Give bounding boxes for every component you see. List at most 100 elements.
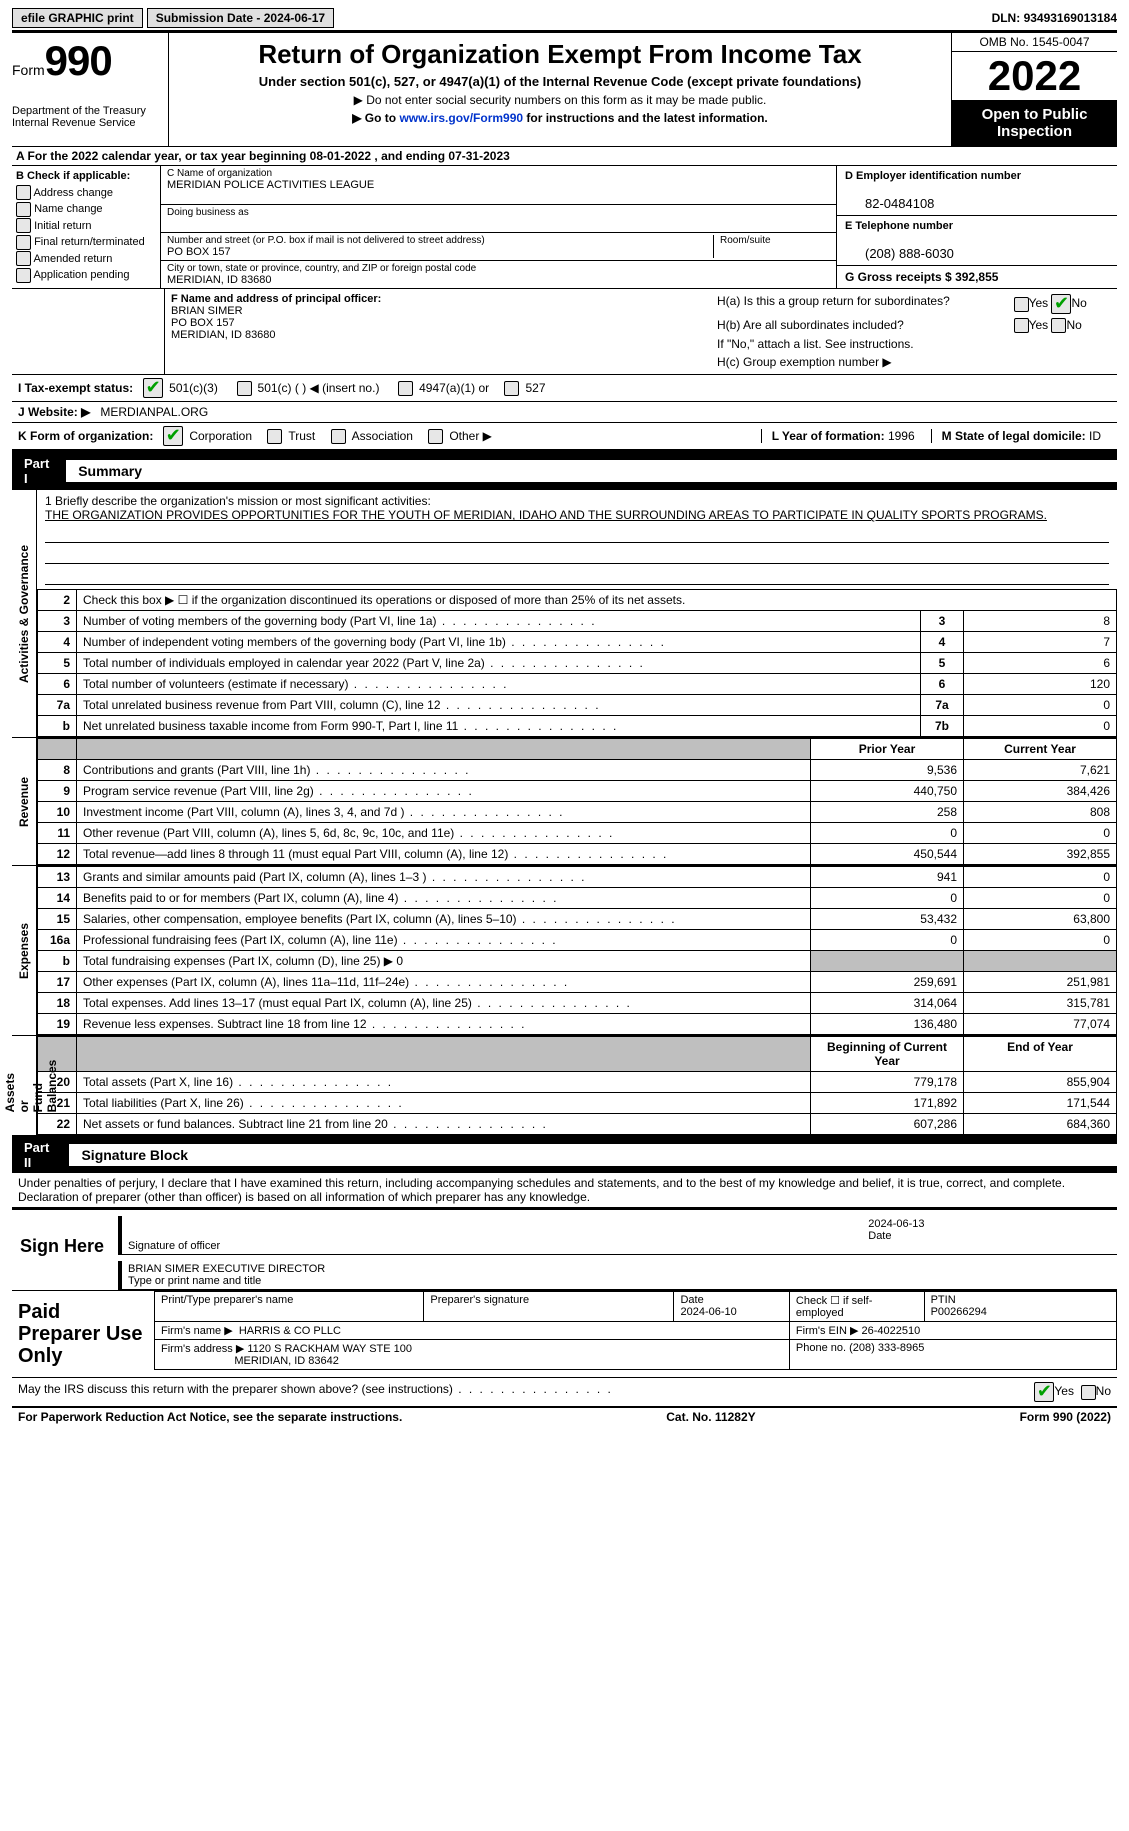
row-a-period: A For the 2022 calendar year, or tax yea… <box>12 146 1117 165</box>
org-name-label: C Name of organization <box>167 168 830 179</box>
line-desc: Net assets or fund balances. Subtract li… <box>77 1114 811 1135</box>
year-formation: L Year of formation: 1996 <box>761 429 925 443</box>
vlabel-na: Net Assets or Fund Balances <box>0 1059 59 1112</box>
org-address: PO BOX 157 <box>167 246 713 258</box>
corp-check[interactable] <box>163 426 183 446</box>
line-desc: Total number of volunteers (estimate if … <box>77 674 921 695</box>
line-desc: Number of independent voting members of … <box>77 632 921 653</box>
current-year-val: 855,904 <box>964 1072 1117 1093</box>
line-desc: Other revenue (Part VIII, column (A), li… <box>77 823 811 844</box>
part1-title: Summary <box>66 460 1117 482</box>
current-year-val: 384,426 <box>964 781 1117 802</box>
line-box: 4 <box>921 632 964 653</box>
line-num: 8 <box>38 760 77 781</box>
current-year-val: 0 <box>964 867 1117 888</box>
line-num: 17 <box>38 972 77 993</box>
hc-label: H(c) Group exemption number ▶ <box>713 354 1109 370</box>
discuss-yes-check[interactable] <box>1034 1382 1054 1402</box>
irs-link[interactable]: www.irs.gov/Form990 <box>399 111 523 125</box>
col-hdr: Prior Year <box>811 739 964 760</box>
line-num: 13 <box>38 867 77 888</box>
line-desc: Total number of individuals employed in … <box>77 653 921 674</box>
org-name: MERIDIAN POLICE ACTIVITIES LEAGUE <box>167 179 830 191</box>
penalty-text: Under penalties of perjury, I declare th… <box>12 1173 1117 1207</box>
current-year-val: 684,360 <box>964 1114 1117 1135</box>
officer-addr2: MERIDIAN, ID 83680 <box>171 329 276 341</box>
line-desc: Program service revenue (Part VIII, line… <box>77 781 811 802</box>
current-year-val: 63,800 <box>964 909 1117 930</box>
prep-ptin: P00266294 <box>931 1306 987 1318</box>
line-desc: Net unrelated business taxable income fr… <box>77 716 921 737</box>
line-box: 3 <box>921 611 964 632</box>
firm-addr1: 1120 S RACKHAM WAY STE 100 <box>247 1343 412 1355</box>
prior-year-val: 941 <box>811 867 964 888</box>
part2-title: Signature Block <box>69 1144 1117 1166</box>
line-val: 120 <box>964 674 1117 695</box>
prior-year-val: 779,178 <box>811 1072 964 1093</box>
website-value: MERDIANPAL.ORG <box>100 405 208 419</box>
footer-right: Form 990 (2022) <box>1020 1410 1111 1424</box>
prior-year-val: 9,536 <box>811 760 964 781</box>
phone-value: (208) 888-6030 <box>845 246 1109 261</box>
city-label: City or town, state or province, country… <box>167 263 830 274</box>
ein-value: 82-0484108 <box>845 196 1109 211</box>
col-b-checkboxes: B Check if applicable: Address change Na… <box>12 166 161 288</box>
sig-officer-label: Signature of officer <box>128 1240 220 1252</box>
current-year-val: 315,781 <box>964 993 1117 1014</box>
line-box: 6 <box>921 674 964 695</box>
ha-no-check[interactable] <box>1051 294 1071 314</box>
line-num: 3 <box>38 611 77 632</box>
current-year-val: 7,621 <box>964 760 1117 781</box>
line-num: 22 <box>38 1114 77 1135</box>
line-desc: Total unrelated business revenue from Pa… <box>77 695 921 716</box>
col-hdr: Beginning of Current Year <box>811 1037 964 1072</box>
line-num: 12 <box>38 844 77 865</box>
line-num: 16a <box>38 930 77 951</box>
line-val: 0 <box>964 695 1117 716</box>
submission-date: Submission Date - 2024-06-17 <box>147 8 334 28</box>
addr-label: Number and street (or P.O. box if mail i… <box>167 235 713 246</box>
501c3-check[interactable] <box>143 378 163 398</box>
line-num: 6 <box>38 674 77 695</box>
current-year-val: 171,544 <box>964 1093 1117 1114</box>
vlabel-rev: Revenue <box>17 777 31 827</box>
line-val: 0 <box>964 716 1117 737</box>
sig-date: 2024-06-13 <box>868 1218 924 1230</box>
prior-year-val: 259,691 <box>811 972 964 993</box>
line-num: 9 <box>38 781 77 802</box>
line-desc: Investment income (Part VIII, column (A)… <box>77 802 811 823</box>
gross-receipts: G Gross receipts $ 392,855 <box>845 270 998 284</box>
line-val: 8 <box>964 611 1117 632</box>
line-num: 11 <box>38 823 77 844</box>
line-num: 4 <box>38 632 77 653</box>
vlabel-exp: Expenses <box>17 923 31 979</box>
firm-addr2: MERIDIAN, ID 83642 <box>234 1355 339 1367</box>
part2-num: Part II <box>12 1137 69 1173</box>
phone-label: E Telephone number <box>845 220 1109 232</box>
line-desc: Total revenue—add lines 8 through 11 (mu… <box>77 844 811 865</box>
ha-label: H(a) Is this a group return for subordin… <box>713 293 1008 315</box>
sig-name: BRIAN SIMER EXECUTIVE DIRECTOR <box>128 1263 325 1275</box>
vlabel-ag: Activities & Governance <box>17 545 31 683</box>
prior-year-val: 450,544 <box>811 844 964 865</box>
current-year-val: 0 <box>964 930 1117 951</box>
prior-year-val: 0 <box>811 930 964 951</box>
efile-button[interactable]: efile GRAPHIC print <box>12 8 143 28</box>
line-desc: Benefits paid to or for members (Part IX… <box>77 888 811 909</box>
line-desc: Other expenses (Part IX, column (A), lin… <box>77 972 811 993</box>
line-num: 18 <box>38 993 77 1014</box>
firm-ein: 26-4022510 <box>861 1325 920 1337</box>
line-desc: Total expenses. Add lines 13–17 (must eq… <box>77 993 811 1014</box>
line-box: 7b <box>921 716 964 737</box>
dba-label: Doing business as <box>167 207 830 218</box>
prep-selfemp: Check ☐ if self-employed <box>789 1292 924 1322</box>
org-city: MERIDIAN, ID 83680 <box>167 274 830 286</box>
line-num: 2 <box>38 590 77 611</box>
omb-number: OMB No. 1545-0047 <box>952 33 1117 52</box>
hb-note: If "No," attach a list. See instructions… <box>713 336 1109 352</box>
form-number: Form990 <box>12 37 162 85</box>
form-title: Return of Organization Exempt From Incom… <box>175 39 945 70</box>
line-desc: Salaries, other compensation, employee b… <box>77 909 811 930</box>
open-to-public: Open to Public Inspection <box>952 101 1117 146</box>
officer-label: F Name and address of principal officer: <box>171 293 381 305</box>
